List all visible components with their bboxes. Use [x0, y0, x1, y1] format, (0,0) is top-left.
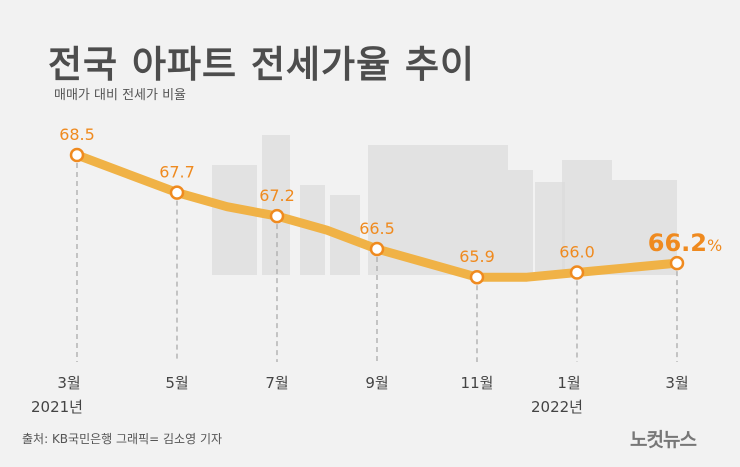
- data-point: [169, 185, 185, 200]
- data-label: 67.2: [259, 186, 295, 205]
- buildings-background: [212, 135, 677, 277]
- chart-title: 전국 아파트 전세가율 추이: [48, 43, 476, 86]
- unit-label: %: [707, 236, 722, 255]
- data-label: 66.5: [359, 219, 395, 238]
- x-tick-label: 3월: [57, 374, 80, 392]
- building: [562, 160, 612, 275]
- data-label: 68.5: [59, 125, 95, 144]
- x-tick-label: 5월: [165, 374, 188, 392]
- building: [535, 182, 565, 277]
- building: [262, 135, 290, 275]
- x-tick-label: 9월: [365, 374, 388, 392]
- chart-subtitle: 매매가 대비 전세가 비율: [54, 88, 186, 103]
- x-tick-label: 7월: [265, 374, 288, 392]
- data-point: [469, 269, 485, 285]
- source-credit: 출처: KB국민은행 그래픽= 김소영 기자: [22, 432, 223, 446]
- data-point: [569, 265, 585, 280]
- data-point: [369, 241, 385, 257]
- x-tick-label: 11월: [461, 374, 494, 392]
- x-tick-year-label: 2022년: [531, 398, 583, 416]
- building: [508, 170, 533, 275]
- x-tick-year-label: 2021년: [31, 398, 83, 416]
- data-point: [69, 147, 85, 163]
- data-label: 65.9: [459, 247, 495, 266]
- data-point: [669, 255, 685, 271]
- x-tick-label: 1월: [557, 374, 580, 392]
- building: [212, 165, 257, 275]
- building: [612, 180, 677, 275]
- data-label: 67.7: [159, 163, 195, 182]
- data-point: [269, 208, 285, 224]
- x-tick-label: 3월: [665, 374, 688, 392]
- data-label: 66.0: [559, 243, 595, 262]
- publisher-logo: 노컷뉴스: [630, 429, 697, 451]
- data-label: 66.2%: [648, 229, 722, 257]
